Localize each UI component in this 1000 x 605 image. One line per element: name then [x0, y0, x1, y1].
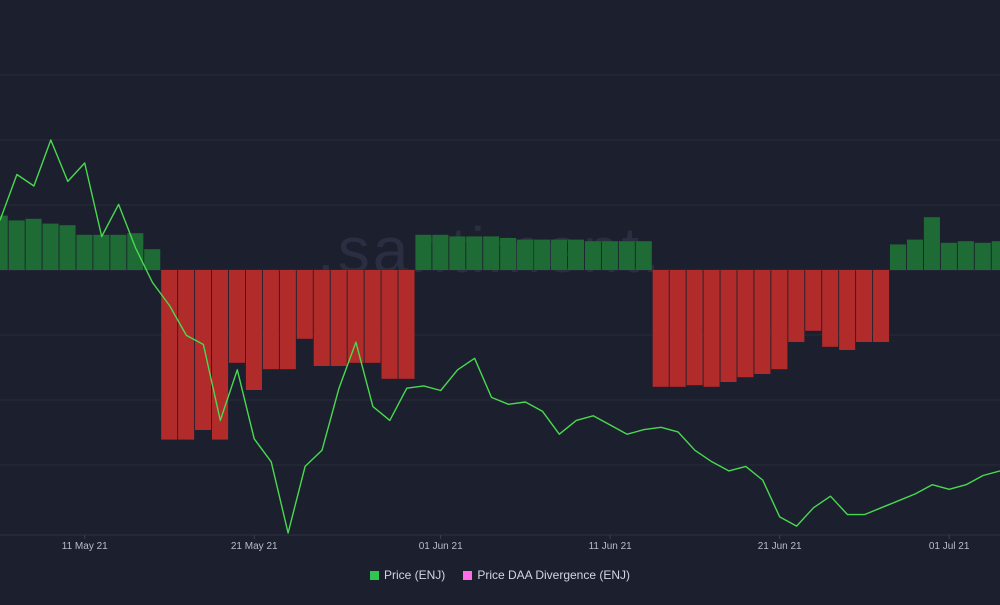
divergence-bar: [754, 270, 771, 374]
divergence-bar: [347, 270, 364, 363]
divergence-bar: [618, 241, 635, 270]
divergence-bar: [873, 270, 890, 342]
divergence-bar: [279, 270, 296, 370]
divergence-bar: [686, 270, 703, 386]
divergence-bar: [59, 225, 76, 270]
divergence-bar: [76, 234, 93, 270]
divergence-bar: [720, 270, 737, 382]
divergence-bar: [771, 270, 788, 370]
divergence-bar: [144, 249, 161, 270]
divergence-bar: [245, 270, 262, 390]
divergence-bar: [364, 270, 381, 363]
divergence-bar: [398, 270, 415, 379]
divergence-bar: [567, 239, 585, 270]
divergence-bar: [212, 270, 229, 440]
divergence-bar: [42, 223, 59, 270]
divergence-bar: [8, 220, 25, 270]
price-line: [0, 139, 1000, 534]
divergence-bar: [550, 239, 568, 270]
divergence-bar: [330, 270, 347, 366]
x-tick-label: 21 Jun 21: [758, 541, 802, 552]
x-tick-label: 11 Jun 21: [589, 541, 633, 552]
legend-swatch-price: [369, 570, 379, 580]
x-tick-label: 01 Jun 21: [419, 541, 463, 552]
divergence-bar: [483, 236, 500, 270]
divergence-bar: [178, 270, 195, 440]
x-tick-label: 11 May 21: [62, 541, 108, 552]
divergence-bar: [161, 270, 178, 440]
divergence-bar: [737, 270, 754, 378]
legend-item-divergence[interactable]: Price DAA Divergence (ENJ): [463, 568, 630, 582]
divergence-bar: [703, 270, 720, 387]
divergence-bar: [449, 236, 466, 270]
divergence-bar: [0, 215, 8, 270]
legend-label-price: Price (ENJ): [383, 568, 446, 582]
divergence-bar: [432, 234, 449, 270]
legend-label-divergence: Price DAA Divergence (ENJ): [477, 568, 631, 582]
divergence-bar: [228, 270, 246, 363]
divergence-bar: [110, 234, 127, 270]
divergence-bar: [25, 218, 42, 270]
divergence-bar: [805, 270, 822, 331]
divergence-bar: [652, 270, 669, 387]
divergence-bar: [635, 241, 652, 270]
divergence-bar: [127, 233, 144, 270]
divergence-bar: [788, 270, 805, 342]
divergence-bar: [991, 241, 1000, 270]
price-series: [0, 139, 1000, 534]
divergence-bar: [466, 236, 483, 270]
divergence-bar: [500, 238, 517, 270]
x-axis-ticks: 11 May 21 21 May 21 01 Jun 21 11 Jun 21 21 J…: [62, 535, 970, 552]
divergence-bar: [906, 239, 923, 270]
divergence-bar: [889, 244, 907, 270]
legend-item-price[interactable]: Price (ENJ): [369, 568, 446, 582]
divergence-bar: [262, 270, 279, 370]
divergence-bar: [839, 270, 856, 350]
divergence-bar: [957, 241, 974, 270]
divergence-bar: [93, 234, 110, 270]
legend-swatch-divergence: [463, 570, 473, 580]
divergence-bar: [415, 234, 432, 270]
divergence-bar: [669, 270, 686, 387]
divergence-bar: [381, 270, 398, 379]
divergence-bar: [195, 270, 212, 430]
divergence-bar: [517, 239, 534, 270]
divergence-bar: [923, 217, 940, 270]
x-tick-label: 01 Jul 21: [929, 541, 970, 552]
x-tick-label: 21 May 21: [231, 541, 278, 552]
divergence-bar: [601, 241, 618, 270]
divergence-bar: [534, 239, 551, 270]
divergence-bars: [0, 215, 1000, 440]
divergence-bar: [974, 242, 991, 270]
divergence-bar: [822, 270, 839, 347]
divergence-bar: [856, 270, 873, 342]
divergence-bar: [940, 242, 957, 270]
divergence-bar: [584, 241, 601, 270]
divergence-bar: [313, 270, 330, 366]
divergence-bar: [296, 270, 313, 339]
legend: Price (ENJ) Price DAA Divergence (ENJ): [0, 568, 1000, 582]
